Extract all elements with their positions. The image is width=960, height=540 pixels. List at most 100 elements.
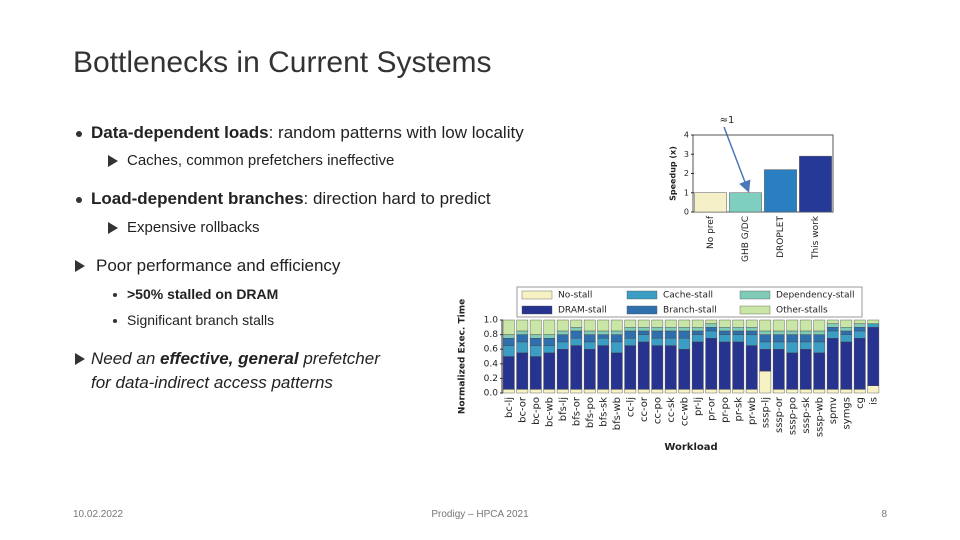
bar-segment: [529, 345, 542, 357]
x-tick-label: symgs: [841, 397, 852, 429]
bar-segment: [691, 341, 704, 390]
y-tick-label: 3: [684, 150, 689, 159]
bar-segment: [516, 319, 529, 332]
bar-segment: [786, 389, 799, 394]
y-tick-label: 0.2: [484, 374, 498, 384]
bar-segment: [772, 334, 785, 343]
bar-segment: [570, 389, 583, 394]
bar-segment: [583, 349, 596, 390]
bullet: [76, 131, 82, 137]
bar-segment: [637, 319, 650, 328]
bar-segment: [867, 327, 880, 386]
bar-segment: [745, 334, 758, 346]
bar-segment: [610, 319, 623, 332]
bullet-text: Expensive rollbacks: [127, 219, 260, 236]
bar-segment: [651, 330, 664, 339]
x-tick-label: bfs-po: [585, 397, 596, 428]
bar-segment: [637, 327, 650, 332]
bar-segment: [651, 319, 664, 328]
x-tick-label: bfs-wb: [612, 397, 623, 430]
bar-segment: [651, 345, 664, 390]
legend-swatch: [626, 290, 658, 300]
x-tick-label: pr-wb: [747, 397, 758, 425]
bar-segment: [610, 330, 623, 335]
bar-segment: [732, 334, 745, 343]
legend-swatch: [626, 305, 658, 315]
bar-segment: [502, 338, 515, 346]
bar-segment: [597, 330, 610, 335]
x-tick-label: pr-po: [720, 397, 731, 423]
bar-segment: [759, 319, 772, 332]
bar-segment: [556, 349, 569, 390]
bar-segment: [516, 389, 529, 394]
x-tick-label: This work: [811, 215, 821, 260]
bar-segment: [610, 341, 623, 354]
bar-segment: [799, 319, 812, 332]
x-tick-label: bfs-or: [571, 396, 582, 426]
bar-segment: [543, 389, 556, 394]
bar-segment: [718, 341, 731, 390]
bar-segment: [718, 334, 731, 343]
bar-segment: [664, 345, 677, 390]
legend-label: Other-stalls: [776, 306, 828, 316]
bar-segment: [678, 349, 691, 390]
bar-segment: [624, 319, 637, 328]
bar-segment: [705, 327, 718, 332]
bar-segment: [624, 327, 637, 332]
y-tick-label: 0.4: [484, 359, 499, 369]
bar-segment: [624, 389, 637, 394]
bar-segment: [502, 319, 515, 335]
footer-date: 10.02.2022: [73, 509, 124, 520]
bar-segment: [570, 338, 583, 346]
page-number: 8: [881, 509, 887, 520]
legend-label: Branch-stall: [663, 306, 717, 316]
bar-segment: [853, 323, 866, 328]
bar-segment: [678, 319, 691, 328]
x-tick-label: pr-sk: [733, 397, 744, 422]
arrow-bullet: [108, 222, 118, 234]
bar-segment: [853, 338, 866, 390]
bar-segment: [583, 341, 596, 350]
x-tick-label: spmv: [828, 397, 839, 424]
text: : random patterns with low locality: [268, 123, 524, 142]
bold-text: effective, general: [160, 349, 299, 368]
bar-segment: [610, 389, 623, 394]
x-tick-label: cc-lj: [625, 397, 636, 417]
bar-segment: [772, 319, 785, 332]
bar-segment: [786, 341, 799, 354]
bar-segment: [610, 352, 623, 390]
bar: [799, 155, 832, 213]
bar-segment: [826, 338, 839, 390]
bar-segment: [624, 330, 637, 339]
bar: [764, 169, 797, 213]
bar: [729, 192, 762, 213]
bar-segment: [624, 345, 637, 390]
bar-segment: [853, 327, 866, 332]
bullet-text: Load-dependent branches: direction hard …: [91, 189, 491, 209]
bar-segment: [691, 389, 704, 394]
bar-segment: [664, 319, 677, 328]
legend-box: [516, 286, 863, 318]
x-tick-label: bfs-lj: [558, 397, 569, 421]
bar-segment: [772, 349, 785, 390]
x-tick-label: is: [868, 397, 879, 405]
bar-segment: [718, 389, 731, 394]
bar-segment: [732, 341, 745, 390]
bar-segment: [745, 319, 758, 328]
bar-segment: [529, 319, 542, 335]
bar-segment: [826, 330, 839, 339]
bar-segment: [813, 330, 826, 335]
bar: [694, 192, 727, 213]
x-tick-label: bc-po: [531, 397, 542, 425]
bar-segment: [556, 389, 569, 394]
bar-segment: [867, 323, 880, 328]
x-axis-label: Workload: [664, 442, 717, 453]
bar-segment: [772, 330, 785, 335]
x-tick-label: sssp-sk: [801, 397, 812, 434]
slide-title: Bottlenecks in Current Systems: [73, 46, 492, 79]
bar-segment: [786, 334, 799, 343]
y-tick-label: 1.0: [484, 316, 499, 326]
arrow-bullet: [108, 155, 118, 167]
bar-segment: [651, 338, 664, 346]
